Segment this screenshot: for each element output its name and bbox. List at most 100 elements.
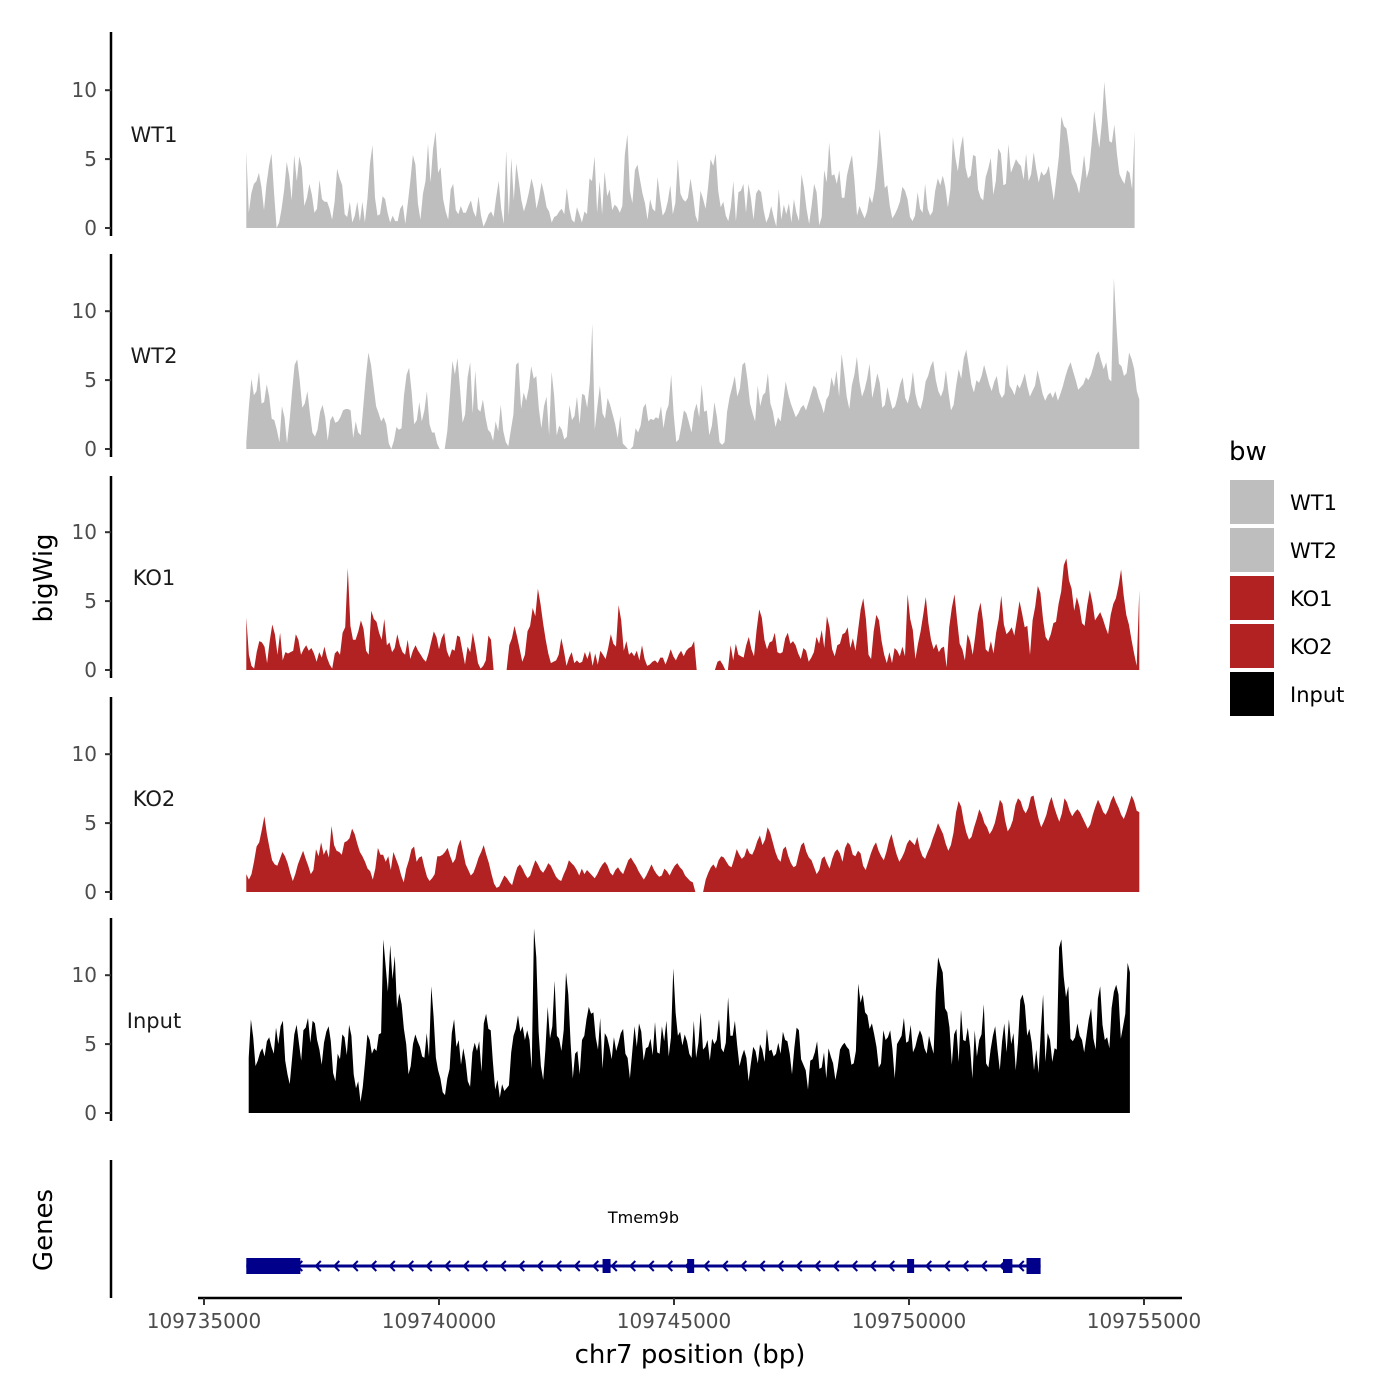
track-label: KO1	[133, 566, 176, 590]
track-wt1: 0 5 10 WT1	[72, 32, 1135, 240]
gene-exon	[687, 1259, 695, 1273]
legend-item-ko2: KO2	[1230, 624, 1333, 668]
x-tick-label: 109745000	[617, 1309, 732, 1333]
strand-arrow	[980, 1260, 988, 1272]
strand-arrow	[665, 1260, 674, 1272]
strand-arrow	[554, 1260, 563, 1272]
legend-item-ko1: KO1	[1230, 576, 1333, 620]
y-tick-label: 5	[84, 368, 97, 392]
strand-arrow	[369, 1260, 378, 1272]
strand-arrow	[332, 1260, 341, 1272]
legend-swatch	[1230, 672, 1274, 716]
x-axis: 109735000 109740000 109745000 109750000 1097…	[147, 1296, 1202, 1333]
gene-exon	[602, 1259, 611, 1273]
strand-arrow	[758, 1260, 766, 1272]
legend: bw WT1 WT2 KO1 KO2 Input	[1229, 437, 1344, 716]
strand-arrow	[943, 1260, 951, 1272]
gene-exon	[907, 1259, 915, 1273]
strand-arrow	[610, 1260, 618, 1272]
strand-arrow	[924, 1260, 933, 1272]
coverage-area-wt1	[246, 81, 1135, 229]
strand-arrow	[739, 1260, 748, 1272]
strand-arrow	[850, 1260, 859, 1272]
legend-swatch	[1230, 624, 1274, 668]
gene-exon	[1026, 1258, 1041, 1274]
strand-arrow	[443, 1260, 452, 1272]
strand-arrow	[813, 1260, 822, 1272]
coverage-area-input	[248, 928, 1130, 1113]
strand-arrow	[462, 1260, 470, 1272]
y-tick-label: 5	[84, 811, 97, 835]
coverage-area-wt2	[246, 278, 1140, 449]
strand-arrow	[425, 1260, 433, 1272]
y-tick-label: 5	[84, 1032, 97, 1056]
strand-arrow	[388, 1260, 396, 1272]
track-label: WT2	[131, 344, 178, 368]
y-tick-label: 0	[84, 880, 97, 904]
y-axis-title: bigWig	[29, 533, 59, 622]
strand-arrow	[721, 1260, 729, 1272]
strand-arrow	[961, 1260, 970, 1272]
x-tick-label: 109740000	[382, 1309, 497, 1333]
y-tick-label: 10	[72, 78, 97, 102]
legend-label: KO2	[1290, 635, 1333, 659]
y-tick-label: 10	[72, 299, 97, 323]
legend-title: bw	[1229, 437, 1267, 467]
strand-arrow	[573, 1260, 581, 1272]
gene-track: Tmem9b	[109, 1160, 1041, 1298]
gene-exon	[246, 1258, 301, 1274]
strand-arrow	[887, 1260, 896, 1272]
strand-arrow	[351, 1260, 359, 1272]
track-ko1: 0 5 10 KO1	[72, 476, 1140, 682]
y-tick-label: 0	[84, 1101, 97, 1125]
y-tick-label: 10	[72, 742, 97, 766]
strand-arrow	[536, 1260, 544, 1272]
strand-arrow	[795, 1260, 803, 1272]
y-tick-label: 5	[84, 147, 97, 171]
track-input: 0 5 10 Input	[72, 918, 1130, 1125]
legend-label: WT2	[1290, 539, 1337, 563]
legend-swatch	[1230, 576, 1274, 620]
gene-name-label: Tmem9b	[607, 1208, 679, 1227]
track-wt2: 0 5 10 WT2	[72, 254, 1140, 461]
strand-arrow	[499, 1260, 507, 1272]
strand-arrow	[406, 1260, 415, 1272]
genes-track-title: Genes	[29, 1189, 59, 1271]
strand-arrow	[702, 1260, 711, 1272]
legend-item-wt2: WT2	[1230, 528, 1337, 572]
legend-label: KO1	[1290, 587, 1333, 611]
y-tick-label: 10	[72, 963, 97, 987]
gene-exon	[1003, 1259, 1013, 1273]
y-tick-label: 0	[84, 437, 97, 461]
coverage-area-ko1	[246, 558, 1140, 670]
strand-arrow	[517, 1260, 526, 1272]
x-tick-label: 109750000	[852, 1309, 967, 1333]
strand-arrow	[480, 1260, 489, 1272]
legend-item-wt1: WT1	[1230, 480, 1337, 524]
legend-item-input: Input	[1230, 672, 1344, 716]
strand-arrow	[776, 1260, 785, 1272]
x-tick-label: 109755000	[1087, 1309, 1202, 1333]
x-axis-title: chr7 position (bp)	[575, 1340, 806, 1370]
legend-label: Input	[1290, 683, 1344, 707]
coverage-tracks: 0 5 10 WT1 0 5 10 WT2 0 5 10 KO1 0 5 10 KO2 0 5 10 Input	[72, 32, 1140, 1125]
strand-arrow	[869, 1260, 877, 1272]
legend-label: WT1	[1290, 491, 1337, 515]
x-tick-label: 109735000	[147, 1309, 262, 1333]
strand-arrow	[647, 1260, 655, 1272]
track-ko2: 0 5 10 KO2	[72, 697, 1140, 904]
track-label: WT1	[131, 123, 178, 147]
strand-arrow	[832, 1260, 840, 1272]
legend-swatch	[1230, 480, 1274, 524]
strand-arrow	[314, 1260, 322, 1272]
legend-swatch	[1230, 528, 1274, 572]
track-label: KO2	[133, 787, 176, 811]
strand-arrow	[1017, 1260, 1025, 1272]
y-tick-label: 10	[72, 520, 97, 544]
y-tick-label: 0	[84, 658, 97, 682]
coverage-area-ko2	[246, 795, 1140, 892]
track-label: Input	[127, 1009, 181, 1033]
y-tick-label: 5	[84, 589, 97, 613]
